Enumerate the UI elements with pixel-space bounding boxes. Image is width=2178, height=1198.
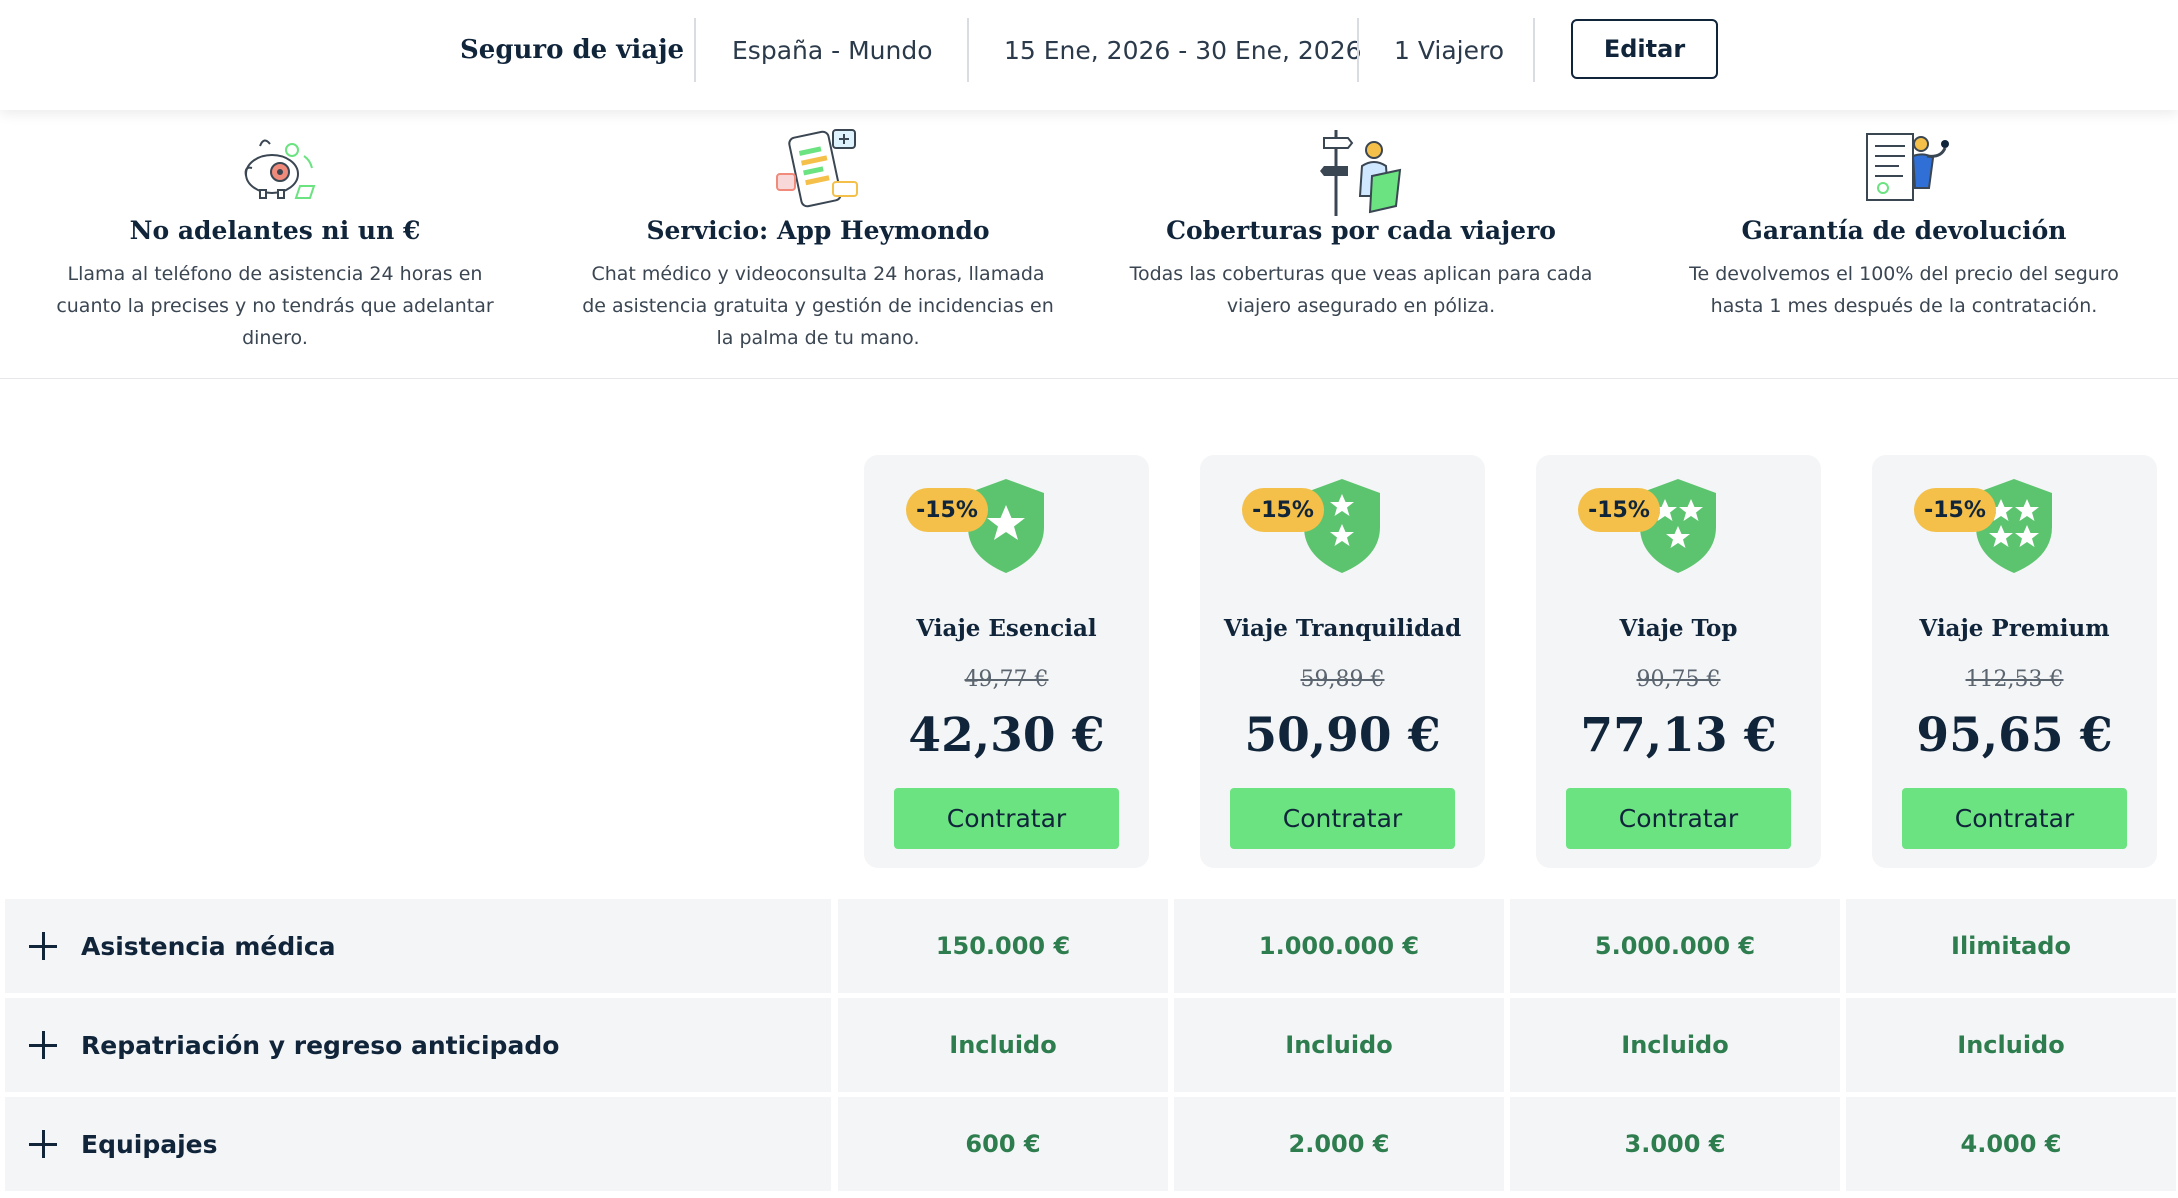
edit-button[interactable]: Editar (1571, 19, 1718, 79)
plus-icon (29, 932, 57, 960)
coverage-toggle[interactable]: Repatriación y regreso anticipado (5, 998, 831, 1092)
plan-old-price: 59,89 € (1300, 667, 1385, 692)
plus-icon (29, 1130, 57, 1158)
plan-old-price: 90,75 € (1636, 667, 1721, 692)
plan-price: 95,65 € (1916, 708, 2113, 763)
plan-card-top: -15% Viaje Top 90,75 € 77,13 € Contratar (1536, 455, 1821, 868)
plus-icon (29, 1031, 57, 1059)
coverage-value: 2.000 € (1174, 1097, 1504, 1191)
coverage-toggle[interactable]: Equipajes (5, 1097, 831, 1191)
coverage-row-repatriation: Repatriación y regreso anticipado Inclui… (0, 998, 2178, 1092)
contratar-button[interactable]: Contratar (1566, 788, 1791, 849)
coverage-row-medical: Asistencia médica 150.000 € 1.000.000 € … (0, 899, 2178, 993)
coverage-value: Incluido (1846, 998, 2176, 1092)
features-strip: No adelantes ni un € Llama al teléfono d… (0, 110, 2178, 379)
feature-title: Servicio: App Heymondo (646, 216, 990, 245)
plan-old-price: 49,77 € (964, 667, 1049, 692)
travelers-summary[interactable]: 1 Viajero (1394, 35, 1505, 65)
plan-price: 50,90 € (1244, 708, 1441, 763)
coverage-value: 5.000.000 € (1510, 899, 1840, 993)
feature-description: Todas las coberturas que veas aplican pa… (1129, 263, 1593, 317)
plan-price: 42,30 € (908, 708, 1105, 763)
divider (694, 18, 696, 82)
plan-name: Viaje Top (1619, 615, 1738, 642)
plan-name: Viaje Esencial (916, 615, 1097, 642)
divider (1357, 18, 1359, 82)
coverage-value: Ilimitado (1846, 899, 2176, 993)
divider (1533, 18, 1535, 82)
coverage-toggle[interactable]: Asistencia médica (5, 899, 831, 993)
plan-old-price: 112,53 € (1965, 667, 2064, 692)
refund-document-icon (1859, 126, 1949, 214)
coverage-label: Equipajes (81, 1129, 218, 1159)
route-summary[interactable]: España - Mundo (732, 35, 933, 65)
discount-badge: -15% (1242, 488, 1324, 532)
plan-card-premium: -15% Viaje Premium 112,53 € 95,65 € Cont… (1872, 455, 2157, 868)
coverage-value: 3.000 € (1510, 1097, 1840, 1191)
plan-card-tranquilidad: -15% Viaje Tranquilidad 59,89 € 50,90 € … (1200, 455, 1485, 868)
divider (967, 18, 969, 82)
coverage-value: 4.000 € (1846, 1097, 2176, 1191)
product-title: Seguro de viaje (460, 35, 685, 65)
feature-title: Coberturas por cada viajero (1166, 216, 1556, 245)
feature-description: Te devolvemos el 100% del precio del seg… (1689, 263, 2119, 317)
mobile-app-icon (773, 126, 863, 214)
discount-badge: -15% (1578, 488, 1660, 532)
plan-name: Viaje Premium (1919, 615, 2110, 642)
coverage-row-luggage: Equipajes 600 € 2.000 € 3.000 € 4.000 € (0, 1097, 2178, 1191)
plan-price: 77,13 € (1580, 708, 1777, 763)
coverage-value: Incluido (1174, 998, 1504, 1092)
coverage-value: Incluido (838, 998, 1168, 1092)
plan-name: Viaje Tranquilidad (1223, 615, 1462, 642)
top-bar: Seguro de viaje España - Mundo 15 Ene, 2… (0, 0, 2178, 110)
coverage-value: 1.000.000 € (1174, 899, 1504, 993)
coverage-label: Repatriación y regreso anticipado (81, 1030, 560, 1060)
plan-card-esencial: -15% Viaje Esencial 49,77 € 42,30 € Cont… (864, 455, 1149, 868)
feature-description: Llama al teléfono de asistencia 24 horas… (56, 263, 494, 349)
feature-title: Garantía de devolución (1741, 216, 2067, 245)
coverage-value: 150.000 € (838, 899, 1168, 993)
traveler-signpost-icon (1316, 126, 1406, 222)
coverage-label: Asistencia médica (81, 931, 336, 961)
contratar-button[interactable]: Contratar (894, 788, 1119, 849)
contratar-button[interactable]: Contratar (1230, 788, 1455, 849)
discount-badge: -15% (906, 488, 988, 532)
coverage-value: 600 € (838, 1097, 1168, 1191)
feature-title: No adelantes ni un € (129, 216, 421, 245)
feature-description: Chat médico y videoconsulta 24 horas, ll… (582, 263, 1054, 349)
coverage-value: Incluido (1510, 998, 1840, 1092)
discount-badge: -15% (1914, 488, 1996, 532)
dates-summary[interactable]: 15 Ene, 2026 - 30 Ene, 2026 (1004, 35, 1362, 65)
piggy-bank-icon (230, 126, 320, 210)
contratar-button[interactable]: Contratar (1902, 788, 2127, 849)
